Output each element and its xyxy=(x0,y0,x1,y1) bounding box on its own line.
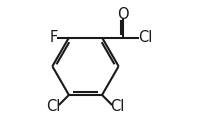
Text: Cl: Cl xyxy=(110,99,125,114)
Text: Cl: Cl xyxy=(47,99,61,114)
Text: O: O xyxy=(117,7,129,22)
Text: F: F xyxy=(49,30,57,45)
Text: Cl: Cl xyxy=(138,30,152,45)
